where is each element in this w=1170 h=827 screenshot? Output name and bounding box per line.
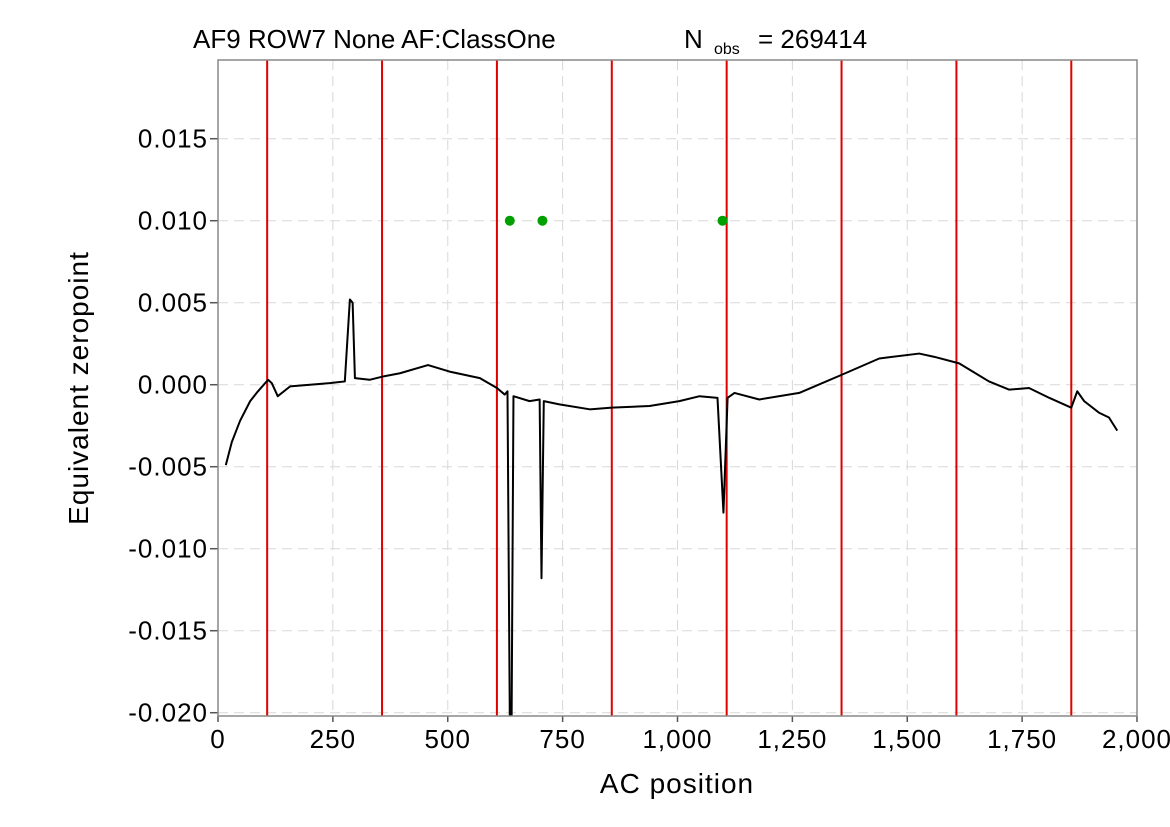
chart-title: AF9 ROW7 None AF:ClassOne xyxy=(193,24,556,54)
x-tick-label: 1,000 xyxy=(642,724,712,754)
y-tick-label: 0.010 xyxy=(138,206,208,236)
marker-point xyxy=(537,215,548,226)
y-tick-label: 0.005 xyxy=(138,288,208,318)
y-tick-label: -0.020 xyxy=(128,698,208,728)
marker-point xyxy=(504,215,515,226)
x-tick-label: 1,500 xyxy=(872,724,942,754)
y-tick-label: -0.015 xyxy=(128,616,208,646)
x-tick-label: 1,250 xyxy=(757,724,827,754)
y-tick-label: 0.015 xyxy=(138,124,208,154)
stat-value: = 269414 xyxy=(758,24,867,54)
x-tick-label: 750 xyxy=(539,724,585,754)
x-tick-label: 0 xyxy=(210,724,225,754)
stat-subscript: obs xyxy=(714,41,740,58)
x-tick-label: 1,750 xyxy=(987,724,1057,754)
x-tick-label: 250 xyxy=(310,724,356,754)
plot-area xyxy=(224,60,1119,716)
y-tick-label: -0.010 xyxy=(128,534,208,564)
y-axis-label: Equivalent zeropoint xyxy=(63,251,94,525)
x-axis-label: AC position xyxy=(600,768,754,799)
x-tick-label: 500 xyxy=(425,724,471,754)
y-tick-label: 0.000 xyxy=(138,370,208,400)
marker-point xyxy=(717,215,728,226)
stat-symbol: N xyxy=(684,24,703,54)
x-tick-label: 2,000 xyxy=(1102,724,1170,754)
y-tick-label: -0.005 xyxy=(128,452,208,482)
data-line xyxy=(224,298,1119,716)
plot-frame xyxy=(217,59,1138,717)
